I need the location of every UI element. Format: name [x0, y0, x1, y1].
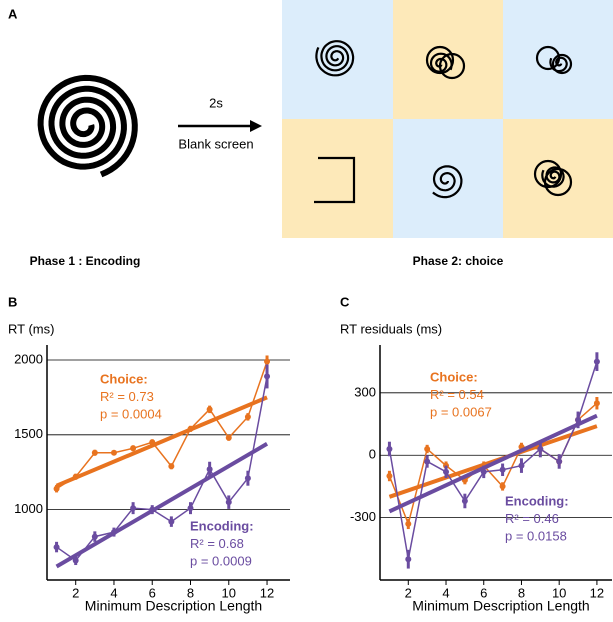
panel-label: A: [8, 6, 18, 21]
point: [556, 458, 562, 464]
point: [500, 467, 506, 473]
x-tick-label: 10: [222, 585, 236, 600]
annotation: R² = 0.68: [190, 536, 244, 551]
point: [245, 414, 251, 420]
x-tick-label: 2: [72, 585, 79, 600]
annotation: R² = 0.46: [505, 511, 559, 526]
point: [386, 446, 392, 452]
y-tick-label: 1500: [14, 426, 43, 441]
point: [54, 544, 60, 550]
x-tick-label: 4: [110, 585, 117, 600]
annotation: p = 0.0009: [190, 553, 252, 568]
point: [386, 473, 392, 479]
x-tick-label: 12: [590, 585, 604, 600]
point: [443, 469, 449, 475]
point: [111, 450, 117, 456]
figure: A 2s Blank screen Phase 1 : Encoding Pha…: [0, 0, 613, 622]
arrow-head: [250, 120, 262, 132]
arrow-label: 2s: [209, 95, 223, 110]
x-tick-label: 8: [518, 585, 525, 600]
point: [575, 417, 581, 423]
point: [73, 558, 79, 564]
point: [226, 435, 232, 441]
point: [500, 483, 506, 489]
point: [149, 439, 155, 445]
stimulus: [41, 78, 135, 175]
y-tick-label: 1000: [14, 501, 43, 516]
point: [518, 463, 524, 469]
point: [424, 458, 430, 464]
annotation: R² = 0.54: [430, 387, 484, 402]
point: [462, 498, 468, 504]
point: [111, 529, 117, 535]
y-tick-label: 300: [354, 384, 376, 399]
phase-label: Phase 2: choice: [413, 254, 504, 268]
annotation: Choice:: [100, 371, 148, 386]
cell: [393, 119, 503, 238]
point: [130, 505, 136, 511]
point: [149, 507, 155, 513]
annotation: Encoding:: [505, 493, 569, 508]
annotation: Encoding:: [190, 518, 254, 533]
y-axis-label: RT (ms): [8, 321, 54, 336]
point: [226, 499, 232, 505]
annotation: p = 0.0067: [430, 404, 492, 419]
panel-a: A 2s Blank screen Phase 1 : Encoding Pha…: [8, 0, 613, 268]
cell: [393, 0, 503, 119]
x-tick-label: 12: [260, 585, 274, 600]
x-tick-label: 6: [480, 585, 487, 600]
point: [245, 475, 251, 481]
panel-label: C: [340, 294, 350, 309]
y-tick-label: 2000: [14, 351, 43, 366]
panel-label: B: [8, 294, 17, 309]
point: [92, 450, 98, 456]
point: [405, 556, 411, 562]
point: [537, 446, 543, 452]
point: [207, 466, 213, 472]
x-tick-label: 2: [405, 585, 412, 600]
point: [188, 426, 194, 432]
point: [92, 534, 98, 540]
x-tick-label: 6: [149, 585, 156, 600]
phase-label: Phase 1 : Encoding: [30, 254, 141, 268]
point: [207, 406, 213, 412]
x-tick-label: 8: [187, 585, 194, 600]
point: [264, 373, 270, 379]
annotation: p = 0.0158: [505, 528, 567, 543]
x-tick-label: 4: [442, 585, 449, 600]
point: [73, 474, 79, 480]
data-line: [57, 361, 267, 488]
cell: [282, 119, 393, 238]
point: [188, 505, 194, 511]
point: [594, 400, 600, 406]
annotation: p = 0.0004: [100, 406, 162, 421]
annotation: Choice:: [430, 369, 478, 384]
point: [481, 469, 487, 475]
annotation: R² = 0.73: [100, 389, 154, 404]
y-tick-label: 0: [369, 447, 376, 462]
point: [264, 358, 270, 364]
x-tick-label: 10: [552, 585, 566, 600]
point: [168, 463, 174, 469]
point: [54, 486, 60, 492]
point: [594, 359, 600, 365]
point: [130, 445, 136, 451]
point: [424, 446, 430, 452]
point: [405, 521, 411, 527]
y-axis-label: RT residuals (ms): [340, 321, 442, 336]
point: [168, 519, 174, 525]
y-tick-label: -300: [350, 509, 376, 524]
arrow-label: Blank screen: [178, 136, 253, 151]
